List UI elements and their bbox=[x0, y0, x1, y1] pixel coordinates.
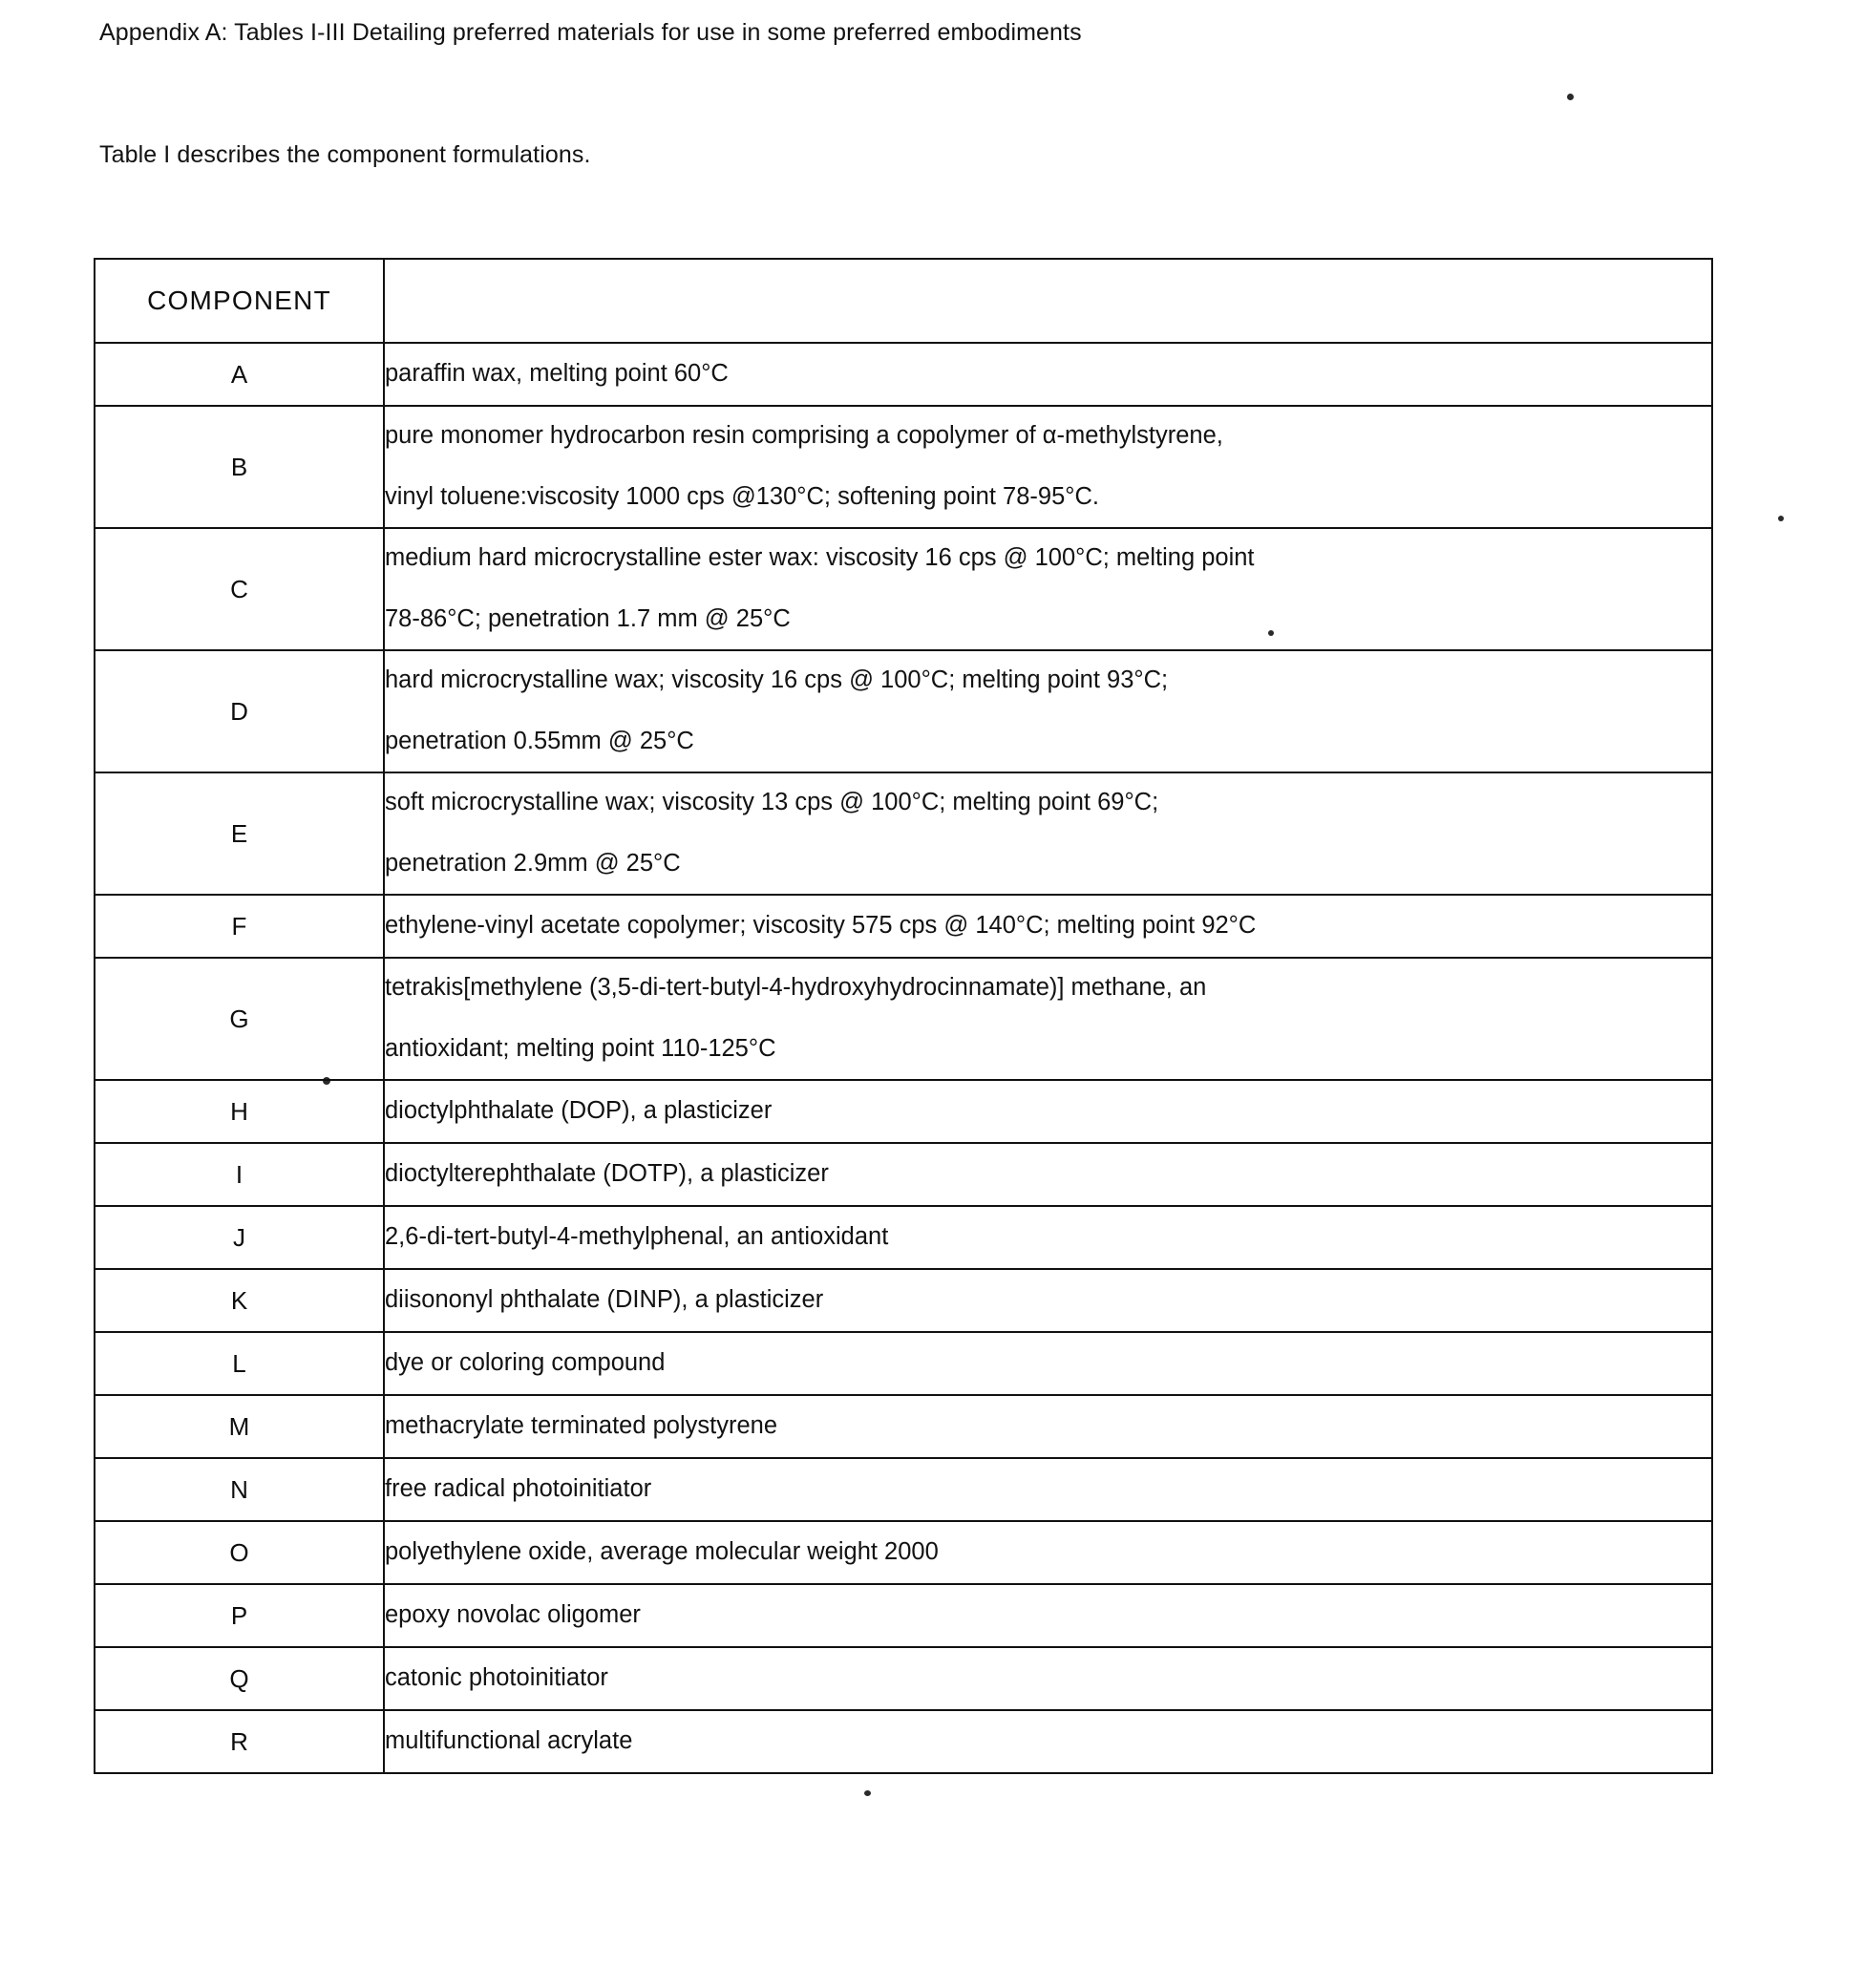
component-letter: D bbox=[95, 650, 384, 772]
table-row: O polyethylene oxide, average molecular … bbox=[95, 1521, 1712, 1584]
scan-speck bbox=[1567, 94, 1574, 100]
description-line: dioctylterephthalate (DOTP), a plasticiz… bbox=[385, 1153, 1711, 1195]
component-letter: A bbox=[95, 343, 384, 406]
component-description: ethylene-vinyl acetate copolymer; viscos… bbox=[384, 895, 1712, 958]
component-description: catonic photoinitiator bbox=[384, 1647, 1712, 1710]
description-line: vinyl toluene:viscosity 1000 cps @130°C;… bbox=[385, 476, 1711, 518]
description-line: 78-86°C; penetration 1.7 mm @ 25°C bbox=[385, 599, 1711, 641]
description-line: epoxy novolac oligomer bbox=[385, 1595, 1711, 1637]
table-row: Q catonic photoinitiator bbox=[95, 1647, 1712, 1710]
description-line: dioctylphthalate (DOP), a plasticizer bbox=[385, 1090, 1711, 1132]
scan-speck bbox=[1778, 516, 1784, 521]
description-line: polyethylene oxide, average molecular we… bbox=[385, 1532, 1711, 1574]
table-row: N free radical photoinitiator bbox=[95, 1458, 1712, 1521]
component-description: soft microcrystalline wax; viscosity 13 … bbox=[384, 772, 1712, 895]
component-letter: M bbox=[95, 1395, 384, 1458]
table-row: E soft microcrystalline wax; viscosity 1… bbox=[95, 772, 1712, 895]
component-description: dioctylphthalate (DOP), a plasticizer bbox=[384, 1080, 1712, 1143]
component-description: methacrylate terminated polystyrene bbox=[384, 1395, 1712, 1458]
component-letter: G bbox=[95, 958, 384, 1080]
description-line: penetration 0.55mm @ 25°C bbox=[385, 721, 1711, 763]
component-description: hard microcrystalline wax; viscosity 16 … bbox=[384, 650, 1712, 772]
description-line: paraffin wax, melting point 60°C bbox=[385, 353, 1711, 395]
scan-speck bbox=[864, 1790, 871, 1796]
description-line: ethylene-vinyl acetate copolymer; viscos… bbox=[385, 905, 1711, 947]
table-row: D hard microcrystalline wax; viscosity 1… bbox=[95, 650, 1712, 772]
description-line: pure monomer hydrocarbon resin comprisin… bbox=[385, 415, 1711, 457]
description-line: soft microcrystalline wax; viscosity 13 … bbox=[385, 782, 1711, 824]
component-description: diisononyl phthalate (DINP), a plasticiz… bbox=[384, 1269, 1712, 1332]
description-line: 2,6-di-tert-butyl-4-methylphenal, an ant… bbox=[385, 1216, 1711, 1258]
table-row: B pure monomer hydrocarbon resin compris… bbox=[95, 406, 1712, 528]
component-letter: J bbox=[95, 1206, 384, 1269]
description-line: diisononyl phthalate (DINP), a plasticiz… bbox=[385, 1280, 1711, 1322]
description-line: medium hard microcrystalline ester wax: … bbox=[385, 538, 1711, 580]
column-header-description bbox=[384, 259, 1712, 343]
component-letter: Q bbox=[95, 1647, 384, 1710]
description-line: catonic photoinitiator bbox=[385, 1658, 1711, 1700]
component-description: dye or coloring compound bbox=[384, 1332, 1712, 1395]
component-description: multifunctional acrylate bbox=[384, 1710, 1712, 1773]
component-letter: B bbox=[95, 406, 384, 528]
column-header-component: COMPONENT bbox=[95, 259, 384, 343]
component-letter: O bbox=[95, 1521, 384, 1584]
component-description: 2,6-di-tert-butyl-4-methylphenal, an ant… bbox=[384, 1206, 1712, 1269]
table-row: A paraffin wax, melting point 60°C bbox=[95, 343, 1712, 406]
component-letter: E bbox=[95, 772, 384, 895]
table-row: G tetrakis[methylene (3,5-di-tert-butyl-… bbox=[95, 958, 1712, 1080]
table-row: J 2,6-di-tert-butyl-4-methylphenal, an a… bbox=[95, 1206, 1712, 1269]
description-line: penetration 2.9mm @ 25°C bbox=[385, 843, 1711, 885]
table-row: F ethylene-vinyl acetate copolymer; visc… bbox=[95, 895, 1712, 958]
component-description: tetrakis[methylene (3,5-di-tert-butyl-4-… bbox=[384, 958, 1712, 1080]
description-line: tetrakis[methylene (3,5-di-tert-butyl-4-… bbox=[385, 967, 1711, 1009]
table-body: A paraffin wax, melting point 60°C B pur… bbox=[95, 343, 1712, 1773]
table-row: M methacrylate terminated polystyrene bbox=[95, 1395, 1712, 1458]
description-line: free radical photoinitiator bbox=[385, 1469, 1711, 1511]
description-line: multifunctional acrylate bbox=[385, 1721, 1711, 1763]
component-description: medium hard microcrystalline ester wax: … bbox=[384, 528, 1712, 650]
component-letter: P bbox=[95, 1584, 384, 1647]
description-line: antioxidant; melting point 110-125°C bbox=[385, 1028, 1711, 1070]
table-row: K diisononyl phthalate (DINP), a plastic… bbox=[95, 1269, 1712, 1332]
table-row: H dioctylphthalate (DOP), a plasticizer bbox=[95, 1080, 1712, 1143]
table-row: I dioctylterephthalate (DOTP), a plastic… bbox=[95, 1143, 1712, 1206]
description-line: hard microcrystalline wax; viscosity 16 … bbox=[385, 660, 1711, 702]
table-row: R multifunctional acrylate bbox=[95, 1710, 1712, 1773]
table-header-row: COMPONENT bbox=[95, 259, 1712, 343]
appendix-heading: Appendix A: Tables I-III Detailing prefe… bbox=[99, 19, 1082, 47]
component-description: polyethylene oxide, average molecular we… bbox=[384, 1521, 1712, 1584]
table-caption: Table I describes the component formulat… bbox=[99, 141, 591, 169]
component-formulations-table: COMPONENT A paraffin wax, melting point … bbox=[94, 258, 1713, 1774]
component-letter: F bbox=[95, 895, 384, 958]
component-letter: R bbox=[95, 1710, 384, 1773]
table-row: C medium hard microcrystalline ester wax… bbox=[95, 528, 1712, 650]
component-description: dioctylterephthalate (DOTP), a plasticiz… bbox=[384, 1143, 1712, 1206]
component-description: paraffin wax, melting point 60°C bbox=[384, 343, 1712, 406]
document-page: Appendix A: Tables I-III Detailing prefe… bbox=[0, 0, 1864, 1988]
component-letter: H bbox=[95, 1080, 384, 1143]
description-line: methacrylate terminated polystyrene bbox=[385, 1406, 1711, 1448]
component-letter: L bbox=[95, 1332, 384, 1395]
table-row: P epoxy novolac oligomer bbox=[95, 1584, 1712, 1647]
component-letter: K bbox=[95, 1269, 384, 1332]
component-description: pure monomer hydrocarbon resin comprisin… bbox=[384, 406, 1712, 528]
component-description: epoxy novolac oligomer bbox=[384, 1584, 1712, 1647]
description-line: dye or coloring compound bbox=[385, 1343, 1711, 1385]
component-letter: I bbox=[95, 1143, 384, 1206]
component-letter: N bbox=[95, 1458, 384, 1521]
component-letter: C bbox=[95, 528, 384, 650]
component-description: free radical photoinitiator bbox=[384, 1458, 1712, 1521]
table-row: L dye or coloring compound bbox=[95, 1332, 1712, 1395]
